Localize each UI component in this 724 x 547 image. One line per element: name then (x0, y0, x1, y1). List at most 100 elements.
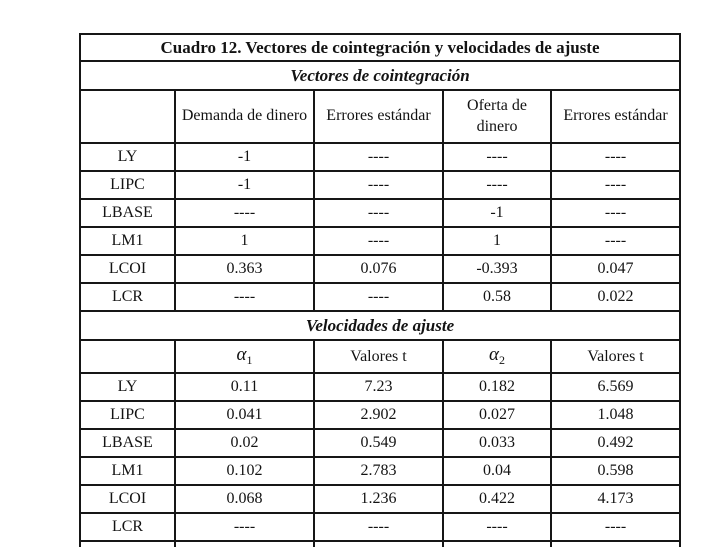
stub-cell (549, 540, 682, 547)
row-label: LY (79, 372, 176, 402)
column-header-errores-1: Errores estándar (313, 89, 444, 144)
table-row-lcr: LCR ---- ---- ---- ---- (79, 512, 682, 542)
row-label: LBASE (79, 428, 176, 458)
value-cell: 4.173 (549, 484, 682, 514)
value-cell: 7.23 (313, 372, 444, 402)
section-heading-adjustment-row: Velocidades de ajuste (78, 310, 682, 341)
value-cell: ---- (549, 170, 682, 200)
value-cell: 0.182 (442, 372, 552, 402)
column-header-valores-t-1: Valores t (313, 339, 444, 374)
value-cell: 0.11 (174, 372, 315, 402)
value-cell: ---- (174, 282, 315, 312)
value-cell: ---- (549, 142, 682, 172)
empty-corner-cell (79, 339, 176, 374)
value-cell: 0.041 (174, 400, 315, 430)
row-label: LCR (79, 512, 176, 542)
column-header-valores-t-2: Valores t (549, 339, 682, 374)
value-cell: ---- (313, 512, 444, 542)
value-cell: ---- (313, 226, 444, 256)
row-label: LIPC (79, 400, 176, 430)
column-header-errores-2: Errores estándar (549, 89, 682, 144)
section-heading-adjustment: Velocidades de ajuste (78, 310, 682, 341)
table-row-lcoi: LCOI 0.068 1.236 0.422 4.173 (79, 484, 682, 514)
value-cell: 0.492 (549, 428, 682, 458)
alpha-subscript: 2 (498, 353, 505, 368)
value-cell: 0.027 (442, 400, 552, 430)
adjustment-header-row: α1 Valores t α2 Valores t (79, 339, 682, 374)
table-row-lbase: LBASE 0.02 0.549 0.033 0.492 (79, 428, 682, 458)
value-cell: 0.422 (442, 484, 552, 514)
row-label: LIPC (79, 170, 176, 200)
empty-corner-cell (79, 89, 176, 144)
value-cell: ---- (313, 142, 444, 172)
stub-cell (442, 540, 552, 547)
table-bottom-stub (79, 540, 682, 547)
value-cell: -0.393 (442, 254, 552, 284)
value-cell: ---- (549, 512, 682, 542)
value-cell: 0.549 (313, 428, 444, 458)
stub-cell (79, 540, 176, 547)
row-label: LCOI (79, 254, 176, 284)
value-cell: ---- (174, 512, 315, 542)
value-cell: ---- (313, 198, 444, 228)
value-cell: ---- (313, 170, 444, 200)
value-cell: 0.047 (549, 254, 682, 284)
value-cell: 0.363 (174, 254, 315, 284)
row-label: LCOI (79, 484, 176, 514)
value-cell: ---- (442, 512, 552, 542)
value-cell: ---- (442, 142, 552, 172)
table-row-lbase: LBASE ---- ---- -1 ---- (79, 198, 682, 228)
table-title: Cuadro 12. Vectores de cointegración y v… (78, 33, 682, 62)
value-cell: 1.236 (313, 484, 444, 514)
value-cell: 1 (442, 226, 552, 256)
value-cell: 0.033 (442, 428, 552, 458)
value-cell: 0.598 (549, 456, 682, 486)
value-cell: -1 (174, 142, 315, 172)
value-cell: 0.04 (442, 456, 552, 486)
table-row-lipc: LIPC 0.041 2.902 0.027 1.048 (79, 400, 682, 430)
table-row-lm1: LM1 1 ---- 1 ---- (79, 226, 682, 256)
value-cell: -1 (442, 198, 552, 228)
value-cell: ---- (549, 198, 682, 228)
table-row-lcr: LCR ---- ---- 0.58 0.022 (79, 282, 682, 312)
row-label: LY (79, 142, 176, 172)
value-cell: 0.02 (174, 428, 315, 458)
table-row-lcoi: LCOI 0.363 0.076 -0.393 0.047 (79, 254, 682, 284)
cointegration-table: Cuadro 12. Vectores de cointegración y v… (78, 33, 682, 547)
table-row-lm1: LM1 0.102 2.783 0.04 0.598 (79, 456, 682, 486)
column-header-oferta: Oferta de dinero (442, 89, 552, 144)
value-cell: 0.102 (174, 456, 315, 486)
row-label: LBASE (79, 198, 176, 228)
row-label: LM1 (79, 226, 176, 256)
value-cell: 0.022 (549, 282, 682, 312)
value-cell: 0.58 (442, 282, 552, 312)
value-cell: 1.048 (549, 400, 682, 430)
value-cell: ---- (549, 226, 682, 256)
value-cell: ---- (313, 282, 444, 312)
stub-cell (313, 540, 444, 547)
value-cell: ---- (442, 170, 552, 200)
table-row-lipc: LIPC -1 ---- ---- ---- (79, 170, 682, 200)
value-cell: 1 (174, 226, 315, 256)
section-heading-cointegration-row: Vectores de cointegración (78, 60, 682, 91)
alpha-symbol: α (489, 344, 499, 366)
value-cell: 0.076 (313, 254, 444, 284)
column-header-alpha2: α2 (442, 339, 552, 374)
value-cell: 2.783 (313, 456, 444, 486)
value-cell: ---- (174, 198, 315, 228)
stub-cell (174, 540, 315, 547)
column-header-alpha1: α1 (174, 339, 315, 374)
section-heading-cointegration: Vectores de cointegración (78, 60, 682, 91)
row-label: LCR (79, 282, 176, 312)
table-row-ly: LY -1 ---- ---- ---- (79, 142, 682, 172)
value-cell: 0.068 (174, 484, 315, 514)
table-title-row: Cuadro 12. Vectores de cointegración y v… (78, 33, 682, 62)
column-header-demanda: Demanda de dinero (174, 89, 315, 144)
row-label: LM1 (79, 456, 176, 486)
alpha-symbol: α (236, 344, 247, 366)
alpha-subscript: 1 (246, 353, 253, 368)
value-cell: 2.902 (313, 400, 444, 430)
value-cell: 6.569 (549, 372, 682, 402)
table-row-ly: LY 0.11 7.23 0.182 6.569 (79, 372, 682, 402)
cointegration-header-row: Demanda de dinero Errores estándar Ofert… (79, 89, 682, 144)
